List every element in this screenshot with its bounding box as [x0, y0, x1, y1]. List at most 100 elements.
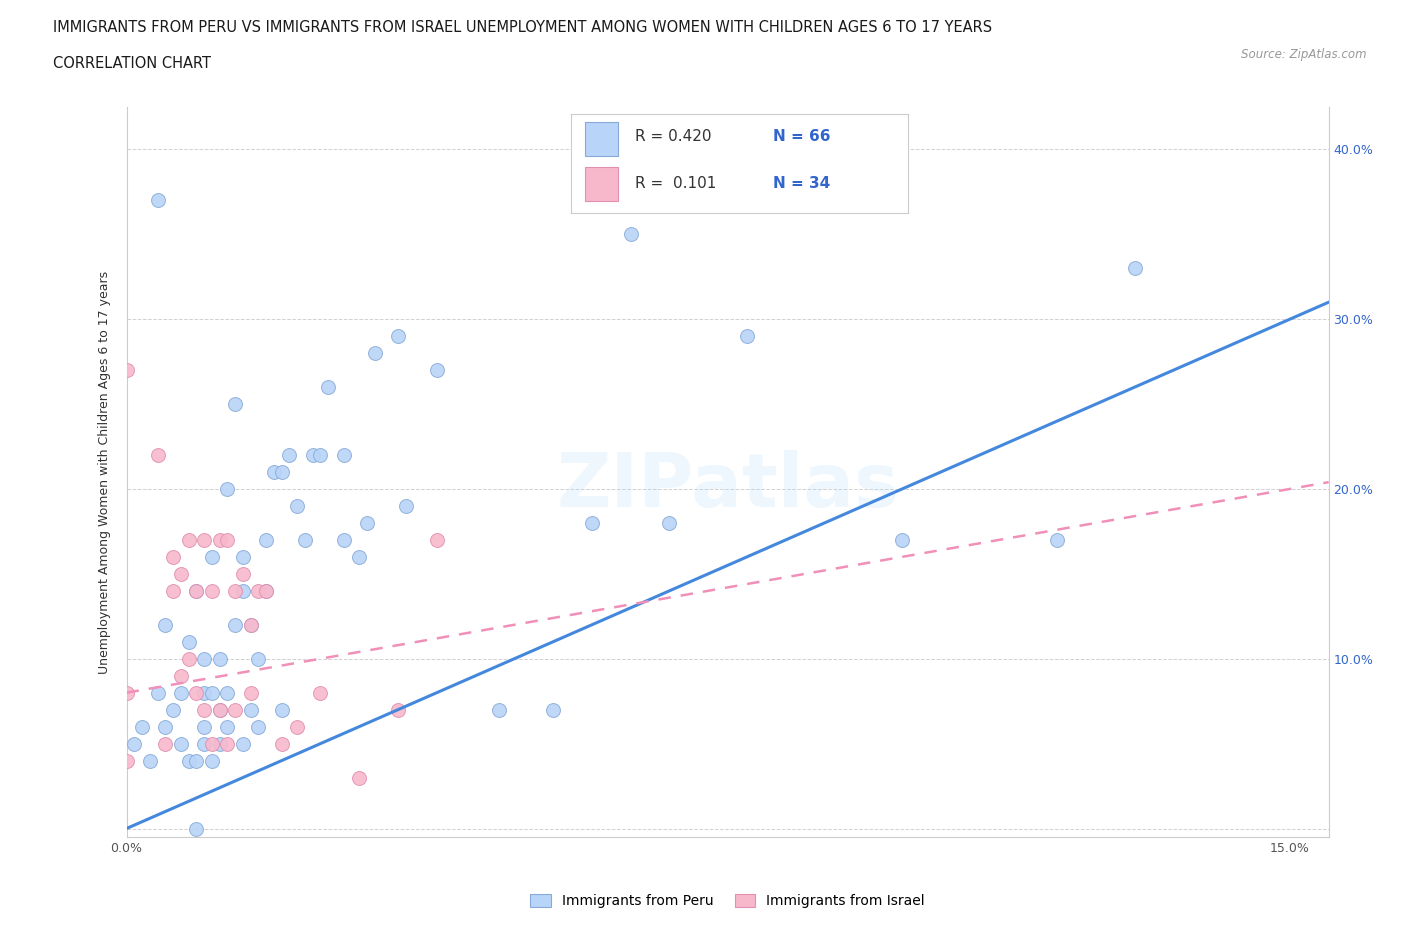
Point — [309, 447, 332, 462]
Point — [177, 634, 200, 649]
Point — [186, 753, 208, 768]
Point — [735, 328, 758, 343]
Point — [177, 651, 200, 666]
Point — [115, 685, 138, 700]
Point — [232, 566, 254, 581]
Point — [332, 447, 354, 462]
Point — [162, 583, 184, 598]
Point — [170, 685, 193, 700]
Point — [208, 533, 231, 548]
Point — [395, 498, 418, 513]
Point — [115, 753, 138, 768]
Point — [813, 176, 835, 191]
Text: IMMIGRANTS FROM PERU VS IMMIGRANTS FROM ISRAEL UNEMPLOYMENT AMONG WOMEN WITH CHI: IMMIGRANTS FROM PERU VS IMMIGRANTS FROM … — [53, 20, 993, 35]
Point — [208, 737, 231, 751]
Point — [201, 737, 224, 751]
Point — [201, 583, 224, 598]
Point — [294, 533, 316, 548]
Point — [247, 651, 270, 666]
Point — [247, 583, 270, 598]
Legend: Immigrants from Peru, Immigrants from Israel: Immigrants from Peru, Immigrants from Is… — [524, 889, 931, 914]
Point — [232, 583, 254, 598]
Point — [541, 702, 564, 717]
Point — [201, 550, 224, 565]
Point — [162, 702, 184, 717]
Point — [364, 346, 387, 361]
Y-axis label: Unemployment Among Women with Children Ages 6 to 17 years: Unemployment Among Women with Children A… — [97, 271, 111, 673]
Point — [217, 482, 239, 497]
Point — [131, 719, 153, 734]
Point — [285, 719, 308, 734]
Point — [254, 533, 277, 548]
Point — [224, 702, 246, 717]
Point — [232, 737, 254, 751]
Point — [224, 396, 246, 411]
Point — [263, 465, 285, 480]
Point — [426, 533, 449, 548]
Point — [208, 651, 231, 666]
Point — [270, 702, 292, 717]
Point — [177, 753, 200, 768]
Point — [124, 737, 146, 751]
Point — [155, 719, 177, 734]
Point — [217, 719, 239, 734]
Point — [146, 685, 169, 700]
Point — [115, 363, 138, 378]
Point — [146, 447, 169, 462]
Point — [208, 702, 231, 717]
Point — [620, 227, 643, 242]
Text: Source: ZipAtlas.com: Source: ZipAtlas.com — [1241, 48, 1367, 61]
Point — [193, 651, 215, 666]
Point — [239, 685, 262, 700]
Point — [891, 533, 914, 548]
Point — [201, 685, 224, 700]
Point — [488, 702, 510, 717]
Point — [208, 702, 231, 717]
Point — [139, 753, 162, 768]
Point — [285, 498, 308, 513]
Text: ZIPatlas: ZIPatlas — [557, 450, 898, 523]
Point — [347, 550, 370, 565]
Point — [581, 515, 603, 530]
Point — [232, 550, 254, 565]
Point — [170, 737, 193, 751]
Point — [186, 583, 208, 598]
Point — [170, 669, 193, 684]
Point — [146, 193, 169, 207]
Point — [224, 618, 246, 632]
Point — [186, 583, 208, 598]
Point — [347, 770, 370, 785]
Point — [193, 719, 215, 734]
Point — [155, 618, 177, 632]
Point — [162, 550, 184, 565]
Point — [332, 533, 354, 548]
Point — [1123, 260, 1146, 275]
Point — [193, 737, 215, 751]
Point — [239, 702, 262, 717]
Point — [217, 737, 239, 751]
Point — [224, 583, 246, 598]
Point — [155, 737, 177, 751]
Point — [387, 702, 409, 717]
Point — [217, 533, 239, 548]
Point — [301, 447, 323, 462]
Point — [239, 618, 262, 632]
Point — [254, 583, 277, 598]
Point — [217, 685, 239, 700]
Point — [170, 566, 193, 581]
Point — [278, 447, 301, 462]
Text: CORRELATION CHART: CORRELATION CHART — [53, 56, 211, 71]
Point — [1046, 533, 1069, 548]
Point — [186, 821, 208, 836]
Point — [193, 702, 215, 717]
Point — [177, 533, 200, 548]
Point — [201, 753, 224, 768]
Point — [270, 737, 292, 751]
Point — [270, 465, 292, 480]
Point — [193, 533, 215, 548]
Point — [387, 328, 409, 343]
Point — [356, 515, 378, 530]
Point — [239, 618, 262, 632]
Point — [658, 515, 681, 530]
Point — [193, 685, 215, 700]
